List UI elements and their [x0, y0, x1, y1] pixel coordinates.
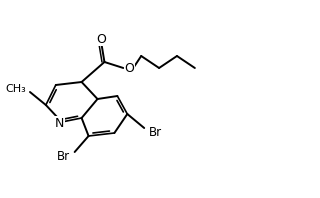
- Text: O: O: [124, 63, 134, 75]
- Text: O: O: [97, 32, 107, 46]
- Text: CH₃: CH₃: [5, 84, 26, 94]
- Text: Br: Br: [149, 127, 162, 140]
- Text: N: N: [55, 116, 64, 129]
- Text: Br: Br: [57, 150, 70, 164]
